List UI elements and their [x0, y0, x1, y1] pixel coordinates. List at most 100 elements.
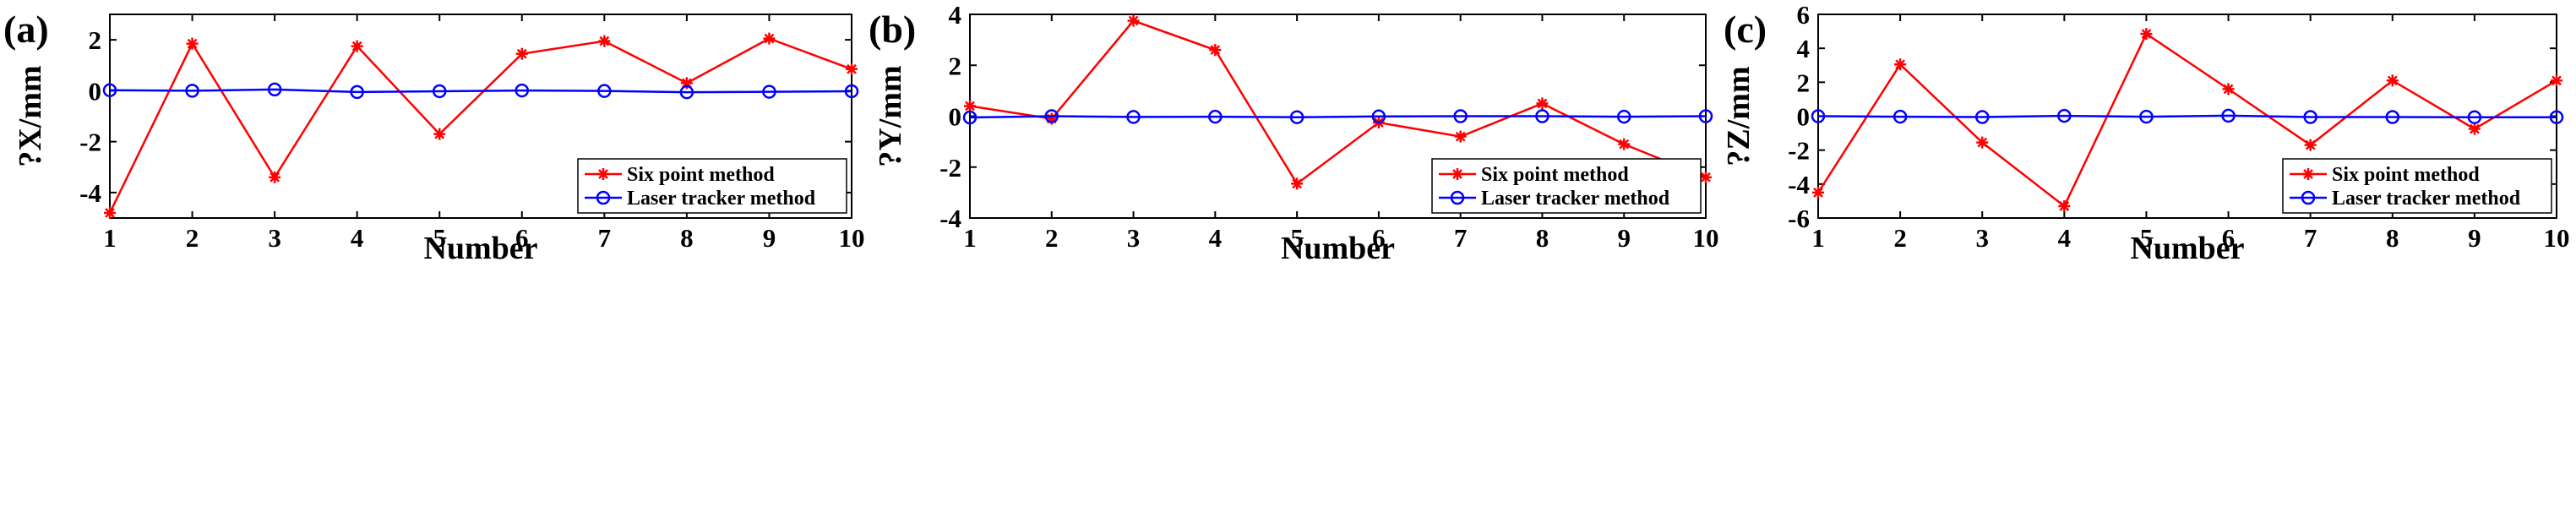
data-point — [1127, 14, 1140, 27]
x-tick-label: 4 — [2058, 223, 2072, 253]
data-point — [1371, 109, 1386, 124]
y-tick-label: -2 — [1788, 136, 1810, 166]
plot-frame — [109, 14, 852, 219]
x-tick-label: 8 — [2386, 223, 2399, 253]
x-axis-title: Number — [2130, 231, 2244, 266]
y-tick-label: 0 — [89, 76, 102, 106]
data-point — [515, 47, 528, 60]
data-point — [1700, 171, 1712, 183]
x-tick-label: 9 — [2468, 223, 2481, 253]
data-point — [185, 84, 199, 98]
data-point — [269, 171, 281, 183]
y-tick-label: 6 — [1797, 0, 1811, 30]
chart-panel-2: (b) 1 2 3 4 5 6 7 8 9 10 -4 -2 0 2 4 Number ?Y/mm Six poin… — [869, 0, 1719, 266]
y-axis-title: ?X/mm — [13, 65, 48, 166]
data-point — [597, 84, 612, 98]
data-point — [1289, 110, 1304, 124]
x-axis-title: Number — [423, 231, 537, 266]
x-tick-label: 10 — [2544, 223, 2570, 253]
x-tick-label: 7 — [1454, 223, 1468, 253]
data-point — [1698, 109, 1713, 123]
y-tick-label: -2 — [79, 128, 101, 157]
legend-marker — [2301, 190, 2316, 205]
series-line-1 — [1816, 32, 2557, 208]
x-tick-label: 10 — [839, 223, 865, 253]
data-point — [844, 84, 859, 99]
data-point — [2139, 109, 2154, 124]
data-point — [1291, 177, 1304, 190]
data-point — [1811, 109, 1826, 123]
legend-marker — [596, 190, 611, 205]
data-point — [350, 85, 364, 100]
data-point — [515, 83, 530, 98]
legend-label: Laser tracker method — [627, 188, 816, 210]
data-point — [186, 37, 199, 50]
data-point — [2058, 199, 2071, 212]
legend-label: Laser tracker method — [2332, 188, 2521, 210]
series-line-2 — [969, 115, 1707, 119]
series-line-1 — [969, 19, 1707, 186]
x-tick-label: 5 — [433, 223, 446, 253]
data-point — [962, 110, 978, 125]
x-tick-label: 7 — [598, 223, 612, 253]
legend-marker — [597, 168, 609, 180]
y-axis-title: ?Z/mm — [1721, 66, 1756, 166]
y-tick-label: 2 — [1797, 68, 1811, 97]
y-tick-label: -6 — [1788, 204, 1810, 233]
legend-marker — [2302, 168, 2314, 180]
data-point — [351, 40, 363, 52]
data-point — [1454, 130, 1467, 143]
data-point — [1812, 186, 1824, 199]
x-tick-label: 5 — [2140, 223, 2154, 253]
data-point — [1976, 136, 1989, 149]
data-point — [2140, 28, 2153, 41]
panel-label: (c) — [1724, 8, 1767, 51]
panel-label: (b) — [869, 8, 916, 51]
y-axis-title: ?Y/mm — [873, 65, 908, 166]
data-point — [1535, 109, 1549, 123]
data-point — [104, 206, 116, 219]
x-tick-label: 6 — [1372, 223, 1386, 253]
data-point — [1974, 110, 1990, 124]
series-line-2 — [109, 88, 852, 94]
y-tick-label: -4 — [939, 204, 961, 233]
x-tick-label: 1 — [963, 223, 977, 253]
y-tick-label: 2 — [89, 25, 102, 55]
y-tick-label: -4 — [79, 178, 101, 208]
data-point — [2057, 108, 2072, 123]
data-point — [2304, 139, 2317, 151]
series-line-1 — [108, 37, 852, 214]
data-point — [1208, 109, 1223, 124]
x-tick-label: 6 — [515, 223, 529, 253]
legend-box — [2282, 158, 2552, 214]
data-point — [1536, 97, 1549, 110]
data-point — [846, 63, 858, 75]
x-tick-label: 4 — [1209, 223, 1223, 253]
data-point — [1453, 109, 1468, 123]
data-point — [2221, 108, 2236, 123]
legend-box — [577, 158, 847, 214]
data-point — [1209, 44, 1222, 57]
x-axis-title: Number — [1281, 231, 1395, 266]
x-tick-label: 6 — [2222, 223, 2236, 253]
x-tick-label: 4 — [351, 223, 364, 253]
data-point — [433, 128, 446, 140]
y-tick-label: 2 — [949, 51, 962, 80]
data-point — [2386, 74, 2399, 87]
x-tick-label: 7 — [2304, 223, 2317, 253]
y-tick-label: -2 — [939, 153, 961, 183]
x-tick-label: 2 — [1893, 223, 1907, 253]
data-point — [1618, 138, 1631, 150]
legend-label: Six point method — [627, 164, 775, 186]
x-tick-label: 8 — [680, 223, 694, 253]
data-point — [1126, 110, 1141, 124]
data-point — [1893, 109, 1908, 124]
x-tick-label: 9 — [1617, 223, 1631, 253]
data-point — [679, 85, 694, 100]
data-point — [1044, 109, 1059, 123]
